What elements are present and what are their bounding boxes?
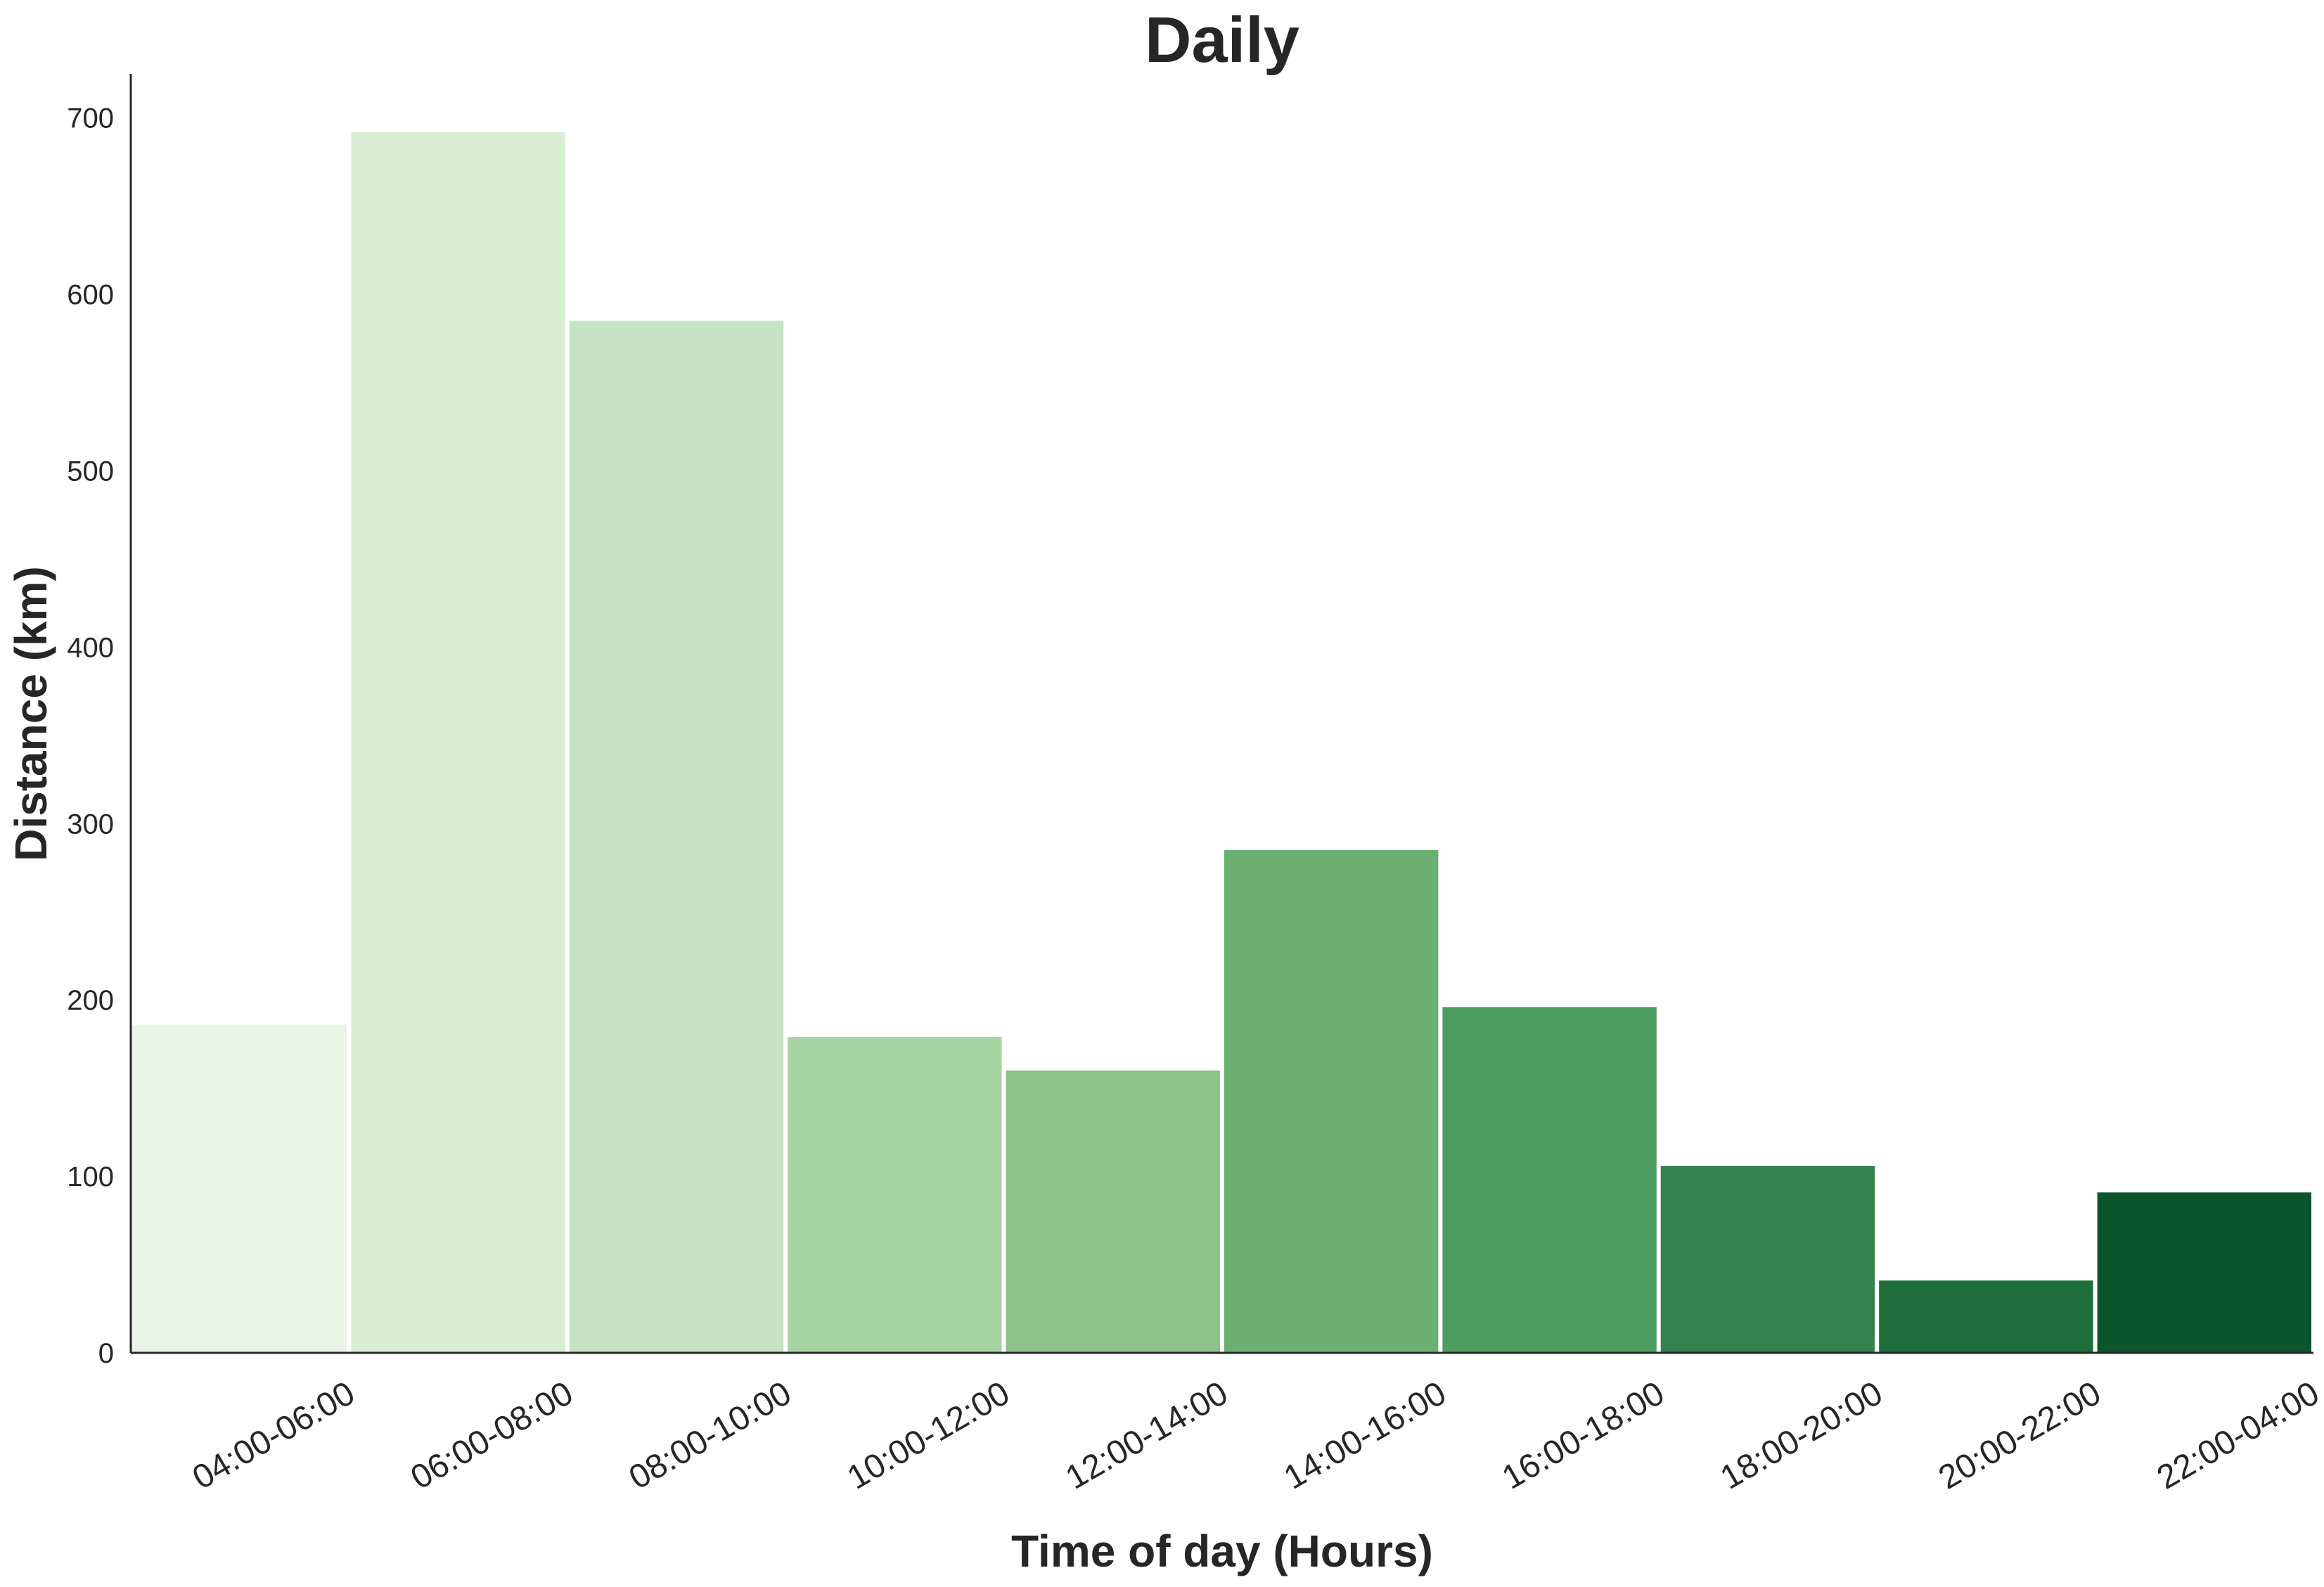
x-tick-labels: 04:00-06:00 06:00-08:00 08:00-10:00 10:00-1… [186, 1375, 2324, 1497]
bar-12:00-14:00 [1006, 1070, 1220, 1353]
bar-10:00-12:00 [788, 1036, 1002, 1353]
x-tick-label: 14:00-16:00 [1278, 1375, 1452, 1497]
x-tick-label: 20:00-22:00 [1932, 1375, 2107, 1497]
bar-20:00-22:00 [1879, 1280, 2093, 1353]
bar-22:00-04:00 [2097, 1192, 2311, 1353]
x-tick-label: 08:00-10:00 [623, 1375, 797, 1497]
x-tick-label: 22:00-04:00 [2151, 1375, 2324, 1497]
bars-group [131, 131, 2311, 1354]
y-tick-label: 700 [67, 103, 114, 134]
x-tick-label: 06:00-08:00 [405, 1375, 579, 1497]
x-axis-label: Time of day (Hours) [1011, 1526, 1433, 1576]
bar-08:00-10:00 [569, 321, 784, 1354]
y-tick-labels: 0 100 200 300 400 500 600 700 [67, 103, 114, 1369]
chart-title: Daily [1145, 4, 1299, 76]
bar-14:00-16:00 [1224, 849, 1439, 1353]
y-tick-label: 100 [67, 1162, 114, 1193]
x-tick-label: 10:00-12:00 [841, 1375, 1015, 1497]
y-tick-label: 200 [67, 985, 114, 1016]
bar-16:00-18:00 [1442, 1007, 1657, 1353]
y-tick-label: 600 [67, 280, 114, 311]
y-axis-label: Distance (km) [6, 566, 56, 861]
bar-04:00-06:00 [131, 1024, 347, 1353]
bar-06:00-08:00 [351, 131, 565, 1353]
y-tick-label: 400 [67, 632, 114, 663]
y-tick-label: 0 [98, 1338, 114, 1369]
x-tick-label: 16:00-18:00 [1496, 1375, 1671, 1497]
x-tick-label: 12:00-14:00 [1060, 1375, 1234, 1497]
x-tick-label: 18:00-20:00 [1714, 1375, 1889, 1497]
y-tick-label: 300 [67, 809, 114, 840]
x-tick-label: 04:00-06:00 [186, 1375, 361, 1497]
bar-18:00-20:00 [1660, 1166, 1875, 1353]
y-tick-label: 500 [67, 456, 114, 487]
